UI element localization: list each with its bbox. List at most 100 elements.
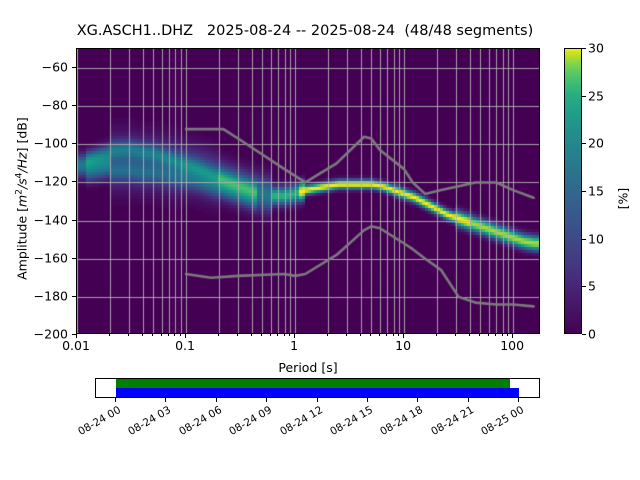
time-tick-label: 08-24 18 (378, 404, 426, 439)
time-tick-mark (366, 398, 368, 402)
y-tick-mark (72, 143, 76, 145)
time-tick-label: 08-24 21 (428, 404, 476, 439)
x-minor-tick-mark (455, 334, 457, 336)
x-minor-tick-mark (160, 334, 162, 336)
colorbar-tick-mark (582, 143, 586, 145)
x-minor-tick-mark (359, 334, 361, 336)
time-tick-mark (215, 398, 217, 402)
colorbar-tick-mark (582, 191, 586, 192)
time-tick-label: 08-24 12 (277, 404, 325, 439)
x-minor-tick-mark (386, 334, 388, 336)
x-minor-tick-mark (152, 334, 154, 336)
time-tick-mark (467, 398, 469, 402)
time-tick-mark (417, 398, 419, 402)
x-minor-tick-mark (283, 334, 285, 336)
colorbar-tick-mark (582, 286, 586, 288)
time-coverage-bar (95, 378, 540, 398)
x-tick-label: 0.01 (62, 338, 90, 353)
x-minor-tick-mark (370, 334, 372, 336)
y-tick-mark (72, 67, 76, 69)
x-minor-tick-mark (174, 334, 176, 336)
x-minor-tick-mark (250, 334, 252, 336)
y-tick-mark (72, 181, 76, 183)
x-tick-mark (403, 334, 405, 338)
x-minor-tick-mark (479, 334, 481, 336)
x-minor-tick-mark (141, 334, 143, 336)
x-tick-label: 100 (500, 338, 525, 353)
x-minor-tick-mark (237, 334, 239, 336)
colorbar-label: [%] (615, 187, 631, 210)
x-minor-tick-mark (435, 334, 437, 336)
time-tick-label: 08-24 15 (327, 404, 375, 439)
time-tick-label: 08-24 00 (76, 404, 123, 439)
page-title: XG.ASCH1..DHZ 2025-08-24 -- 2025-08-24 (… (76, 23, 534, 39)
x-minor-tick-mark (168, 334, 170, 336)
y-tick-label: −120 (33, 173, 68, 189)
x-minor-tick-mark (269, 334, 271, 336)
x-tick-label: 0.1 (175, 338, 195, 353)
x-tick-label: 1 (290, 338, 299, 353)
colorbar-tick-label: 15 (588, 183, 604, 199)
colorbar-tick-label: 30 (588, 40, 604, 56)
y-tick-label: −160 (33, 250, 68, 266)
y-tick-label: −100 (33, 135, 68, 151)
x-minor-tick-mark (501, 334, 503, 336)
time-tick-label: 08-24 03 (126, 404, 174, 439)
y-tick-mark (72, 105, 76, 107)
x-minor-tick-mark (468, 334, 470, 336)
coverage-segment-green (115, 379, 511, 388)
time-tick-mark (316, 398, 318, 402)
colorbar-tick-mark (582, 334, 586, 335)
colorbar-tick-label: 20 (588, 135, 604, 151)
x-minor-tick-mark (326, 334, 328, 336)
x-tick-mark (185, 334, 187, 338)
time-tick-mark (518, 398, 520, 402)
y-tick-mark (72, 295, 76, 297)
y-tick-label: −140 (33, 212, 68, 228)
colorbar-tick-label: 0 (588, 326, 596, 342)
x-minor-tick-mark (128, 334, 130, 336)
time-tick-mark (114, 398, 116, 402)
y-tick-mark (72, 257, 76, 259)
x-minor-tick-mark (277, 334, 279, 336)
ppsd-plot-area (76, 48, 540, 334)
y-tick-label: −180 (33, 288, 68, 304)
x-minor-tick-mark (487, 334, 489, 336)
x-minor-tick-mark (392, 334, 394, 336)
time-tick-mark (266, 398, 268, 402)
x-minor-tick-mark (346, 334, 348, 336)
x-minor-tick-mark (108, 334, 110, 336)
x-tick-mark (294, 334, 296, 338)
colorbar-tick-label: 10 (588, 231, 604, 247)
y-tick-mark (72, 219, 76, 221)
y-tick-label: −60 (41, 59, 68, 75)
time-tick-mark (165, 398, 167, 402)
y-tick-label: −80 (41, 97, 68, 113)
x-minor-tick-mark (507, 334, 509, 336)
y-tick-mark (72, 334, 76, 335)
x-tick-mark (512, 334, 514, 338)
x-minor-tick-mark (398, 334, 400, 336)
x-minor-tick-mark (180, 334, 182, 336)
time-tick-label: 08-24 06 (176, 404, 224, 439)
y-tick-label: −200 (33, 326, 68, 342)
time-tick-label: 08-25 00 (479, 404, 527, 439)
x-minor-tick-mark (289, 334, 291, 336)
x-axis-label: Period [s] (278, 360, 338, 375)
x-minor-tick-mark (217, 334, 219, 336)
x-minor-tick-mark (378, 334, 380, 336)
colorbar (564, 48, 582, 334)
y-axis-ticks: −60 −80 −100 −120 −140 −160 −180 −200 (0, 0, 68, 480)
x-tick-mark (76, 334, 77, 338)
x-minor-tick-mark (261, 334, 263, 336)
colorbar-tick-label: 5 (588, 278, 596, 294)
time-tick-label: 08-24 09 (227, 404, 275, 439)
colorbar-tick-mark (582, 48, 586, 49)
colorbar-tick-mark (582, 95, 586, 97)
coverage-segment-blue (115, 388, 520, 397)
ppsd-overlay-curves (77, 49, 539, 333)
colorbar-tick-label: 25 (588, 88, 604, 104)
x-minor-tick-mark (495, 334, 497, 336)
x-tick-label: 10 (395, 338, 412, 353)
